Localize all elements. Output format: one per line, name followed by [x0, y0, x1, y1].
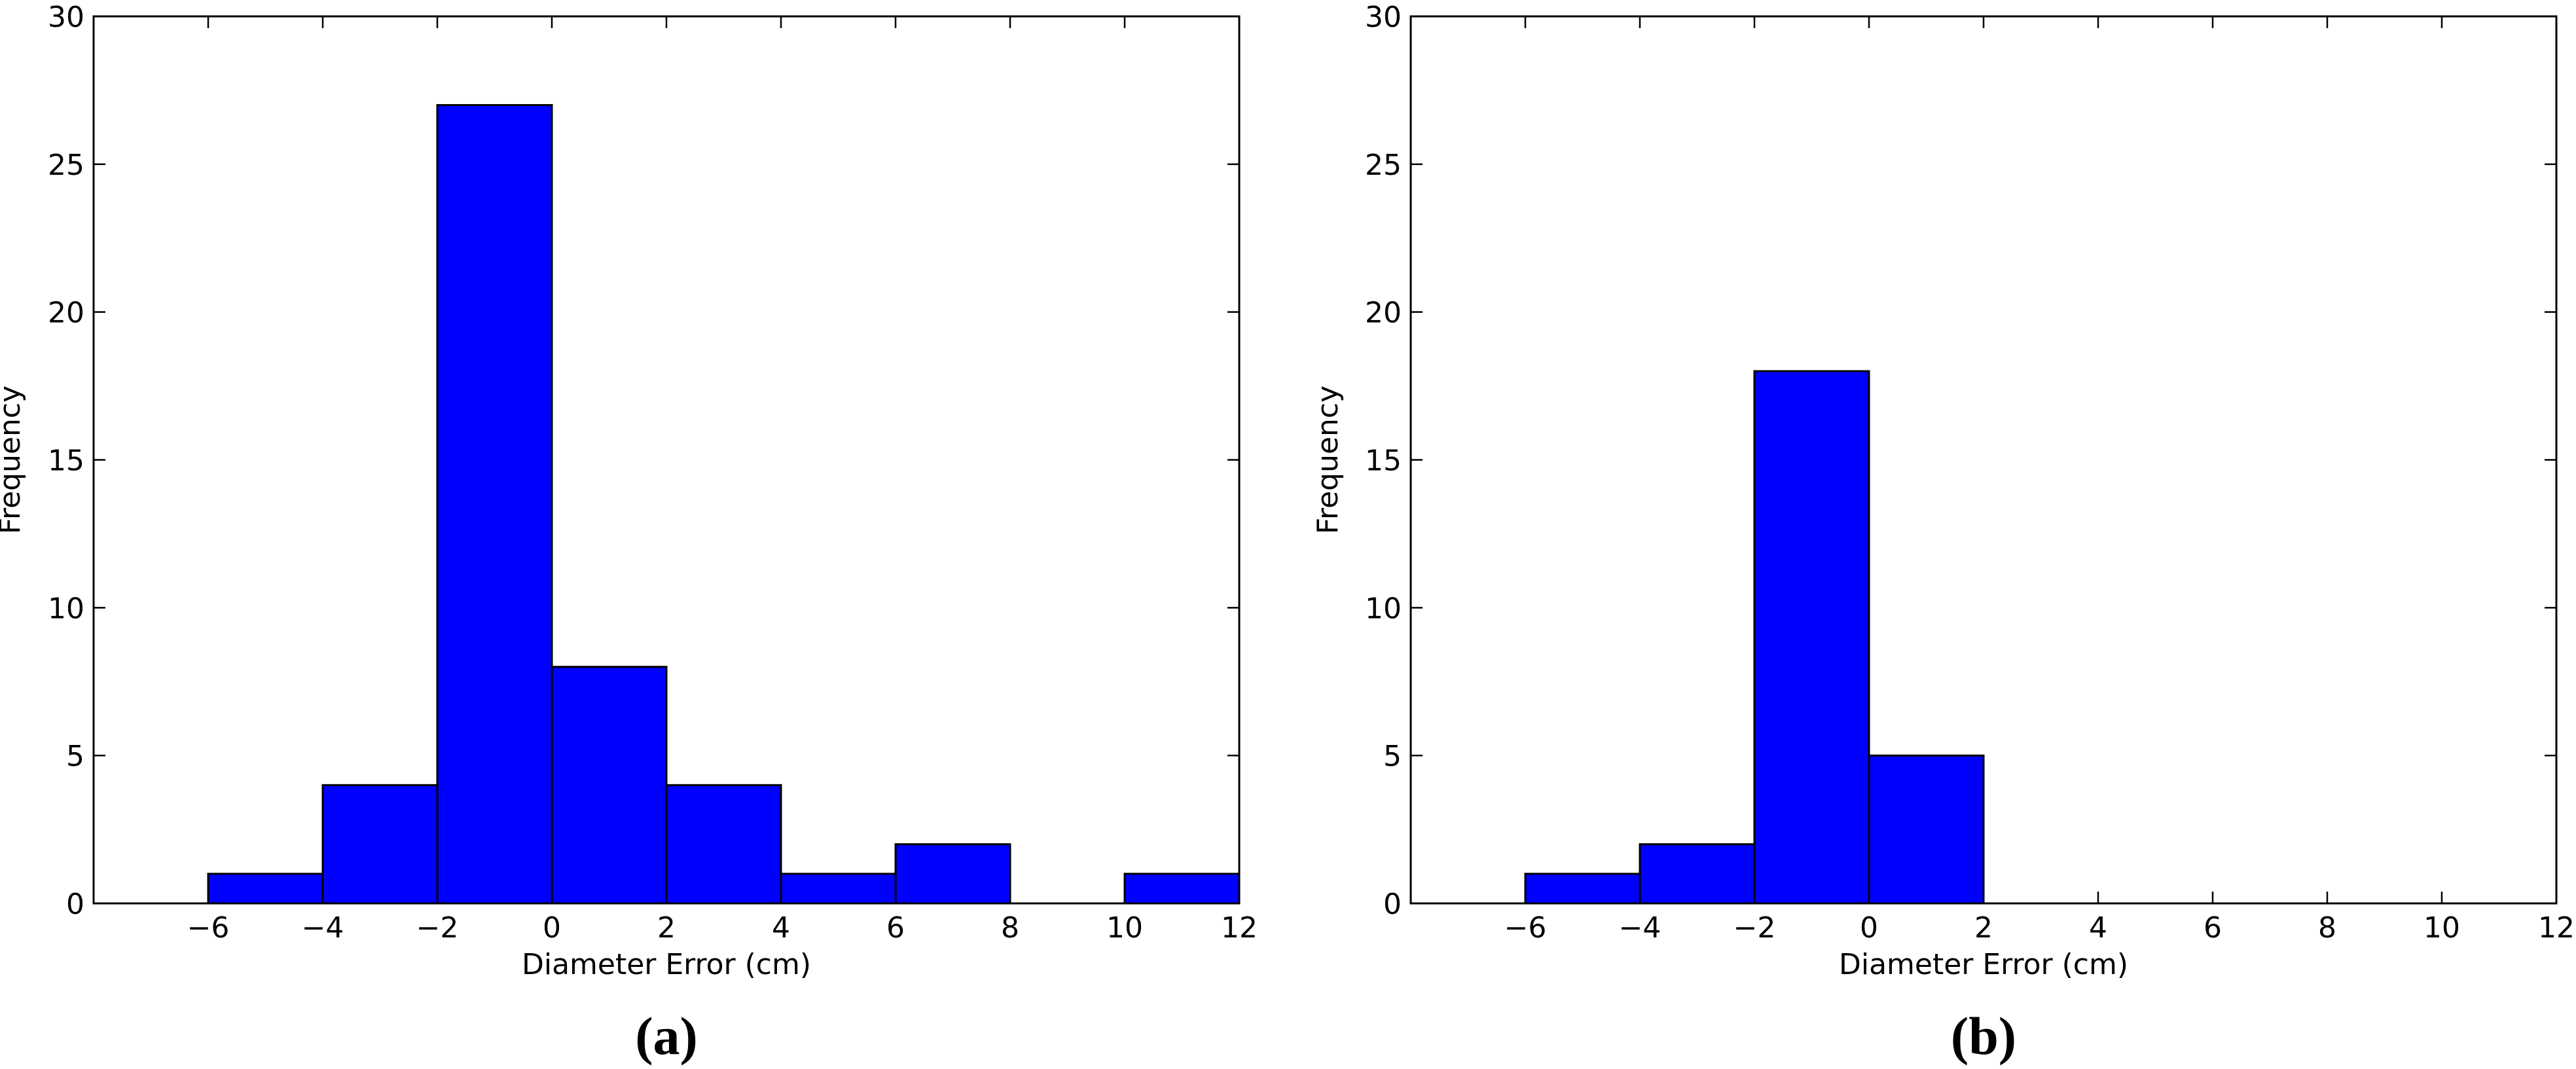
histogram-bar — [1868, 754, 1985, 905]
y-tick-label: 30 — [48, 1, 84, 34]
histogram-bar — [436, 104, 553, 905]
x-tick-label: 8 — [1001, 911, 1019, 945]
histogram-bar — [1524, 873, 1641, 905]
x-tick-label: 0 — [543, 911, 561, 945]
y-tick-label: 0 — [1383, 888, 1402, 921]
histogram-bar — [1639, 843, 1756, 905]
bars-a — [207, 104, 1241, 905]
y-tick-label: 25 — [48, 149, 84, 182]
x-tick-label: 10 — [2423, 911, 2460, 945]
x-tick-label: 2 — [657, 911, 676, 945]
x-tick-label: −6 — [187, 911, 230, 945]
x-tick-label: 0 — [1860, 911, 1878, 945]
histogram-bar — [1123, 873, 1241, 905]
y-tick-label: 15 — [1365, 444, 1402, 478]
histogram-bar — [894, 843, 1011, 905]
y-tick-label: 20 — [48, 297, 84, 330]
x-tick-label: −6 — [1504, 911, 1547, 945]
histogram-bar — [207, 873, 324, 905]
x-tick-label: −2 — [416, 911, 459, 945]
panel-label: (a) — [635, 1006, 698, 1066]
y-tick-label: 0 — [66, 888, 84, 921]
histogram-panel-b: −6 −4 −2 0 2 4 6 8 10 12 0 5 10 15 20 25 30 Diameter Erro… — [1311, 1, 2575, 1066]
panel-label: (b) — [1951, 1006, 2016, 1066]
y-tick-label: 10 — [1365, 592, 1402, 625]
histogram-bar — [551, 666, 668, 905]
y-axis-label: Frequency — [0, 386, 27, 534]
x-axis-label: Diameter Error (cm) — [522, 948, 811, 981]
x-tick-label: 8 — [2318, 911, 2336, 945]
x-axis-label: Diameter Error (cm) — [1839, 948, 2128, 981]
x-tick-label: −4 — [1619, 911, 1661, 945]
y-tick-label: 30 — [1365, 1, 1402, 34]
x-tick-label: 6 — [2204, 911, 2222, 945]
x-tick-label: −4 — [302, 911, 344, 945]
y-tick-label: 10 — [48, 592, 84, 625]
histogram-bar — [1753, 370, 1870, 905]
bars-b — [1524, 370, 1985, 905]
x-tick-label: 6 — [886, 911, 905, 945]
y-tick-label: 15 — [48, 444, 84, 478]
histogram-bar — [780, 873, 897, 905]
histogram-panel-a: −6 −4 −2 0 2 4 6 8 10 12 0 5 10 15 20 25 30 Diameter Erro… — [0, 1, 1258, 1066]
y-tick-label: 25 — [1365, 149, 1402, 182]
x-tick-label: −2 — [1733, 911, 1776, 945]
y-tick-label: 20 — [1365, 297, 1402, 330]
x-tick-label: 4 — [772, 911, 790, 945]
x-tick-label: 2 — [1974, 911, 1993, 945]
x-tick-label: 12 — [2538, 911, 2575, 945]
histogram-bar — [321, 784, 439, 905]
x-tick-label: 10 — [1106, 911, 1143, 945]
y-tick-label: 5 — [66, 740, 84, 773]
x-tick-label: 4 — [2089, 911, 2107, 945]
x-tick-label: 12 — [1221, 911, 1258, 945]
y-axis-label: Frequency — [1311, 386, 1345, 534]
histogram-bar — [665, 784, 782, 905]
y-tick-label: 5 — [1383, 740, 1402, 773]
